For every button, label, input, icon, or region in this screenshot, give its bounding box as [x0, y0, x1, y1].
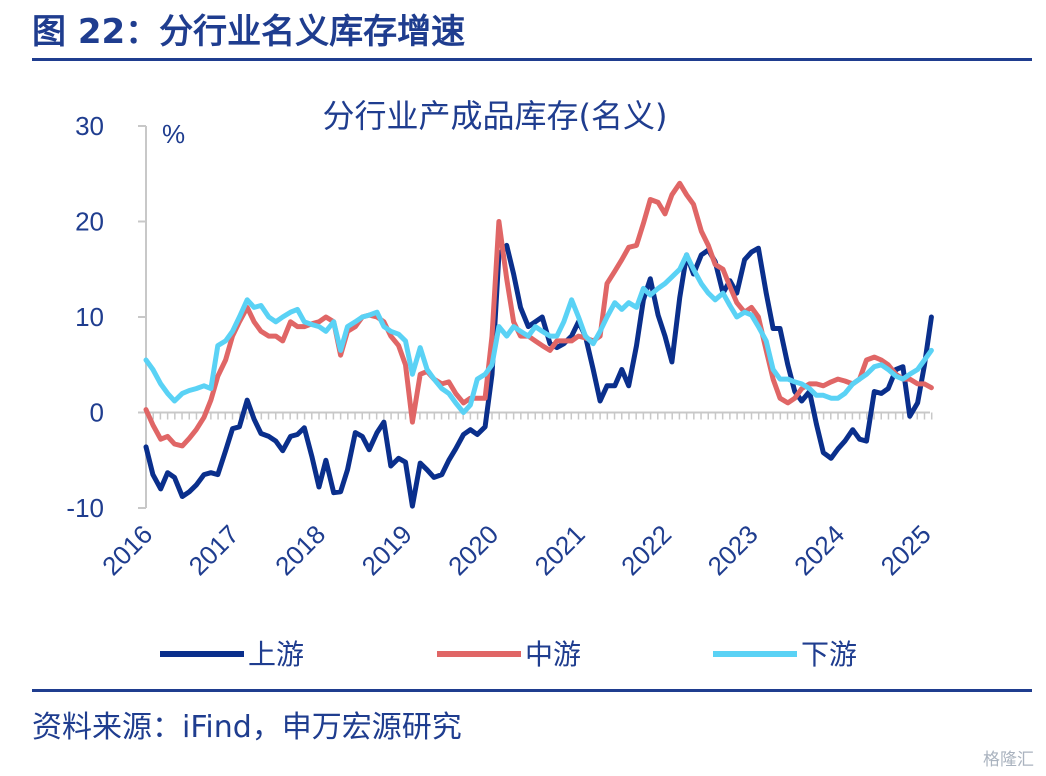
x-tick-label: 2020 — [442, 519, 504, 581]
x-tick-label: 2018 — [269, 519, 331, 581]
legend-label: 上游 — [248, 638, 304, 671]
legend: 上游 中游 下游 — [160, 638, 857, 671]
source-rule — [32, 689, 1032, 692]
chart-title: 分行业产成品库存(名义) — [323, 97, 668, 135]
series-line-3 — [143, 252, 934, 415]
x-axis: 2016 2017 2018 2019 2020 2021 2022 2023 2024 2025 — [96, 411, 937, 581]
x-tick-label: 2022 — [615, 519, 677, 581]
y-tick-label: 0 — [90, 398, 104, 428]
x-tick-label: 2019 — [356, 519, 418, 581]
series-line-1 — [143, 242, 934, 509]
title-rule — [32, 58, 1032, 61]
legend-label: 下游 — [801, 638, 857, 671]
legend-label: 中游 — [525, 638, 581, 671]
y-axis: -10 0 10 20 30 — [66, 111, 147, 523]
watermark-logo: 格隆汇 — [983, 750, 1034, 770]
source-note: 资料来源：iFind，申万宏源研究 — [32, 710, 462, 745]
x-tick-label: 2017 — [183, 519, 245, 581]
y-axis-unit-label: % — [162, 119, 185, 149]
y-tick-label: -10 — [66, 493, 104, 523]
x-tick-label: 2021 — [529, 519, 591, 581]
series-line-2 — [143, 180, 934, 449]
x-tick-label: 2016 — [96, 519, 158, 581]
y-tick-label: 10 — [75, 302, 104, 332]
y-tick-label: 20 — [75, 207, 104, 237]
x-tick-label: 2023 — [702, 519, 764, 581]
figure-title: 图 22：分行业名义库存增速 — [32, 12, 466, 52]
y-tick-label: 30 — [75, 111, 104, 141]
x-tick-label: 2024 — [788, 519, 850, 581]
x-tick-label: 2025 — [875, 519, 937, 581]
series-layer — [143, 180, 934, 509]
